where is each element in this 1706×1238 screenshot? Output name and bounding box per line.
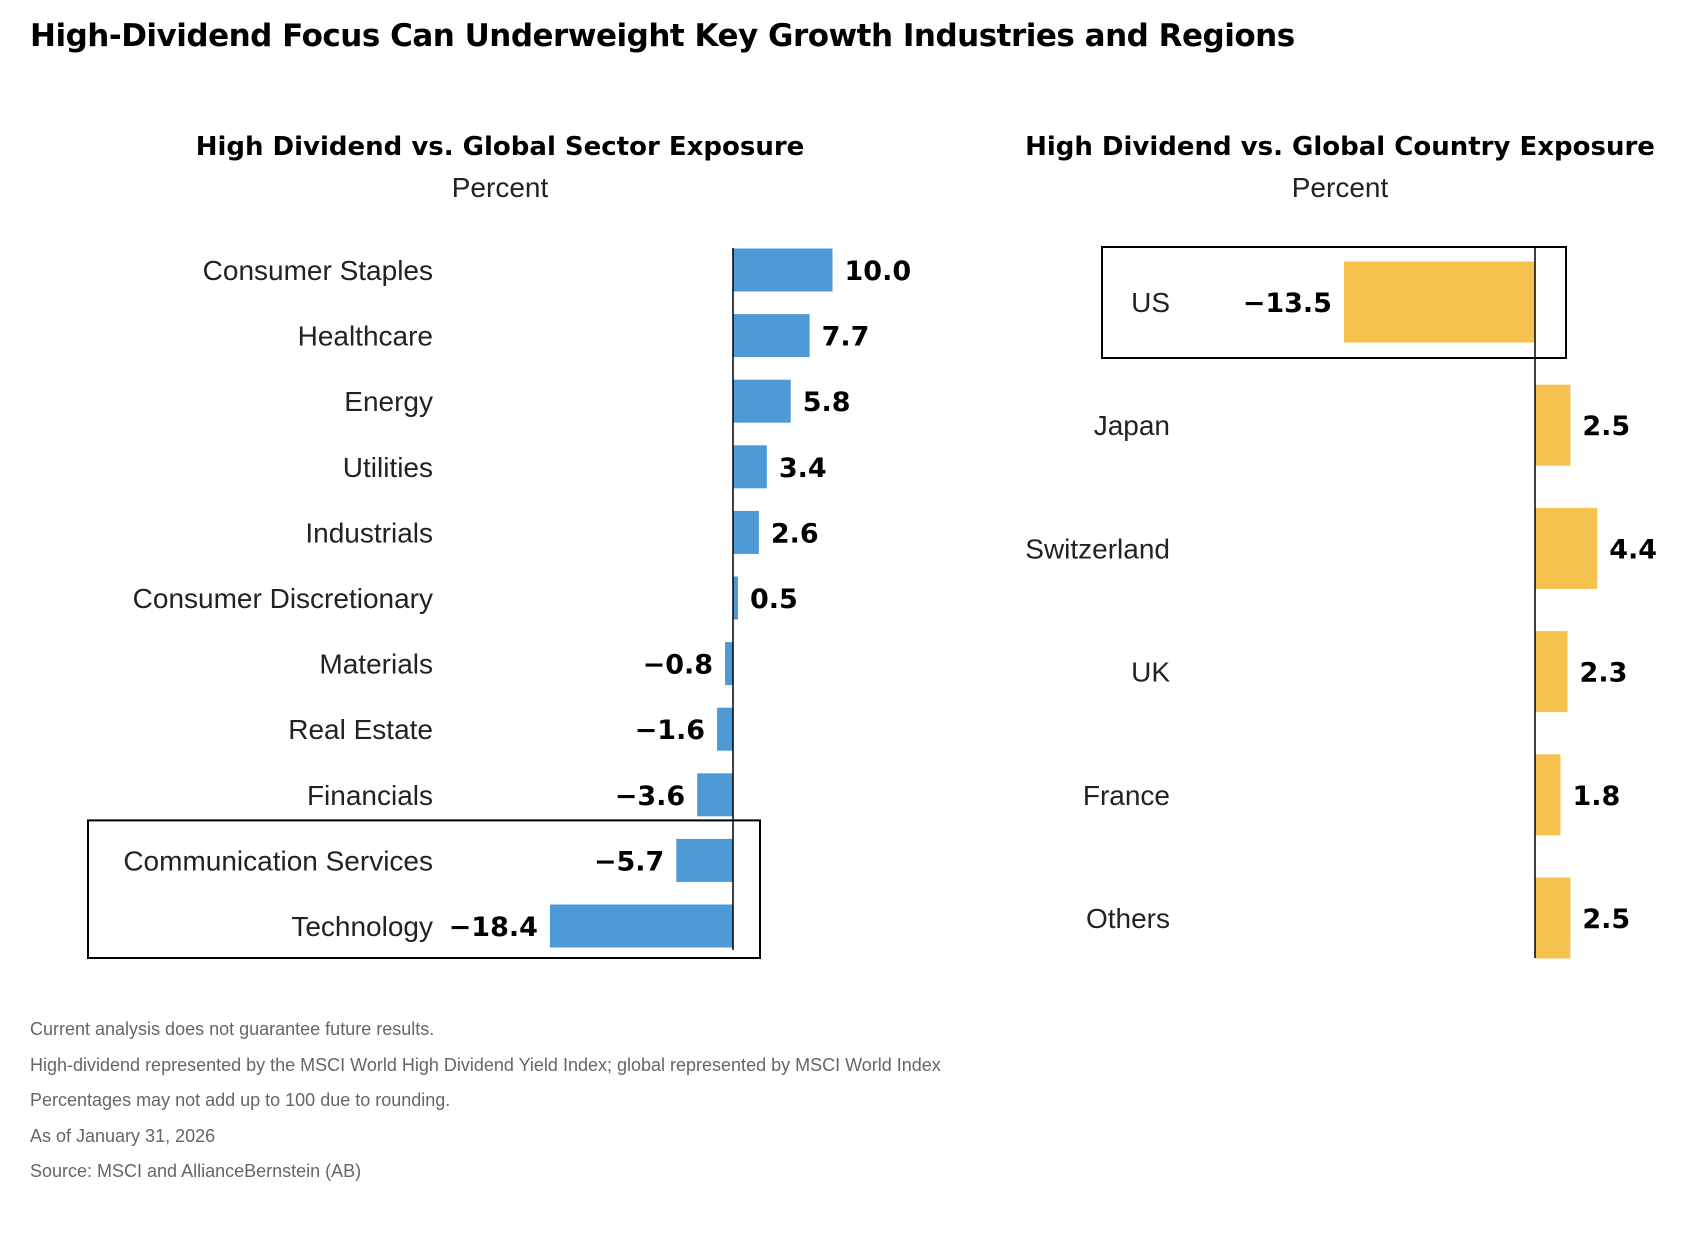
sector-category-label: Consumer Staples — [203, 255, 433, 286]
country-highlight-box — [1101, 246, 1567, 359]
sector-category-label: Communication Services — [123, 845, 433, 876]
footnote: High-dividend represented by the MSCI Wo… — [30, 1054, 941, 1075]
country-value-label: 1.8 — [1572, 781, 1620, 812]
footnote: Source: MSCI and AllianceBernstein (AB) — [30, 1161, 362, 1181]
sector-value-label: 0.5 — [750, 584, 798, 615]
sector-value-label: −3.6 — [615, 781, 685, 812]
country-chart: High Dividend vs. Global Country Exposur… — [1025, 132, 1657, 959]
country-bar-france — [1535, 754, 1561, 836]
footnote: Current analysis does not guarantee futu… — [30, 1019, 435, 1039]
sector-chart-title: High Dividend vs. Global Sector Exposure — [196, 132, 805, 162]
sector-value-label: −5.7 — [594, 846, 664, 877]
sector-bar-utilities — [733, 445, 767, 489]
charts-canvas: High Dividend vs. Global Sector Exposure… — [87, 132, 1657, 960]
page-title: High-Dividend Focus Can Underweight Key … — [30, 18, 1295, 54]
country-bar-japan — [1535, 384, 1571, 466]
sector-category-label: Utilities — [343, 452, 433, 483]
country-bar-others — [1535, 877, 1571, 959]
sector-highlight-box — [87, 819, 761, 960]
country-category-label: France — [1083, 780, 1170, 811]
sector-value-label: 10.0 — [845, 256, 912, 287]
sector-bar-materials — [725, 642, 733, 686]
sector-bar-industrials — [733, 510, 759, 554]
sector-value-label: 3.4 — [779, 453, 827, 484]
sector-chart: High Dividend vs. Global Sector Exposure… — [87, 132, 912, 960]
country-value-label: 2.5 — [1582, 904, 1630, 935]
sector-value-label: −0.8 — [643, 650, 713, 681]
country-value-label: 2.3 — [1580, 658, 1628, 689]
country-category-label: Japan — [1094, 410, 1170, 441]
footnotes: Current analysis does not guarantee futu… — [30, 1012, 941, 1190]
sector-bar-technology — [549, 904, 733, 948]
sector-value-label: 5.8 — [803, 387, 851, 418]
sector-category-label: Technology — [291, 911, 433, 942]
country-category-label: Switzerland — [1025, 533, 1170, 564]
sector-value-label: 2.6 — [771, 518, 819, 549]
sector-bar-healthcare — [733, 314, 810, 358]
sector-category-label: Materials — [319, 649, 433, 680]
country-bar-us — [1343, 261, 1535, 343]
footnote: As of January 31, 2026 — [30, 1125, 216, 1146]
sector-value-label: −1.6 — [635, 715, 705, 746]
sector-bar-communication-services — [676, 838, 733, 882]
country-bar-uk — [1535, 631, 1568, 713]
country-chart-subtitle: Percent — [1292, 172, 1389, 203]
country-category-label: US — [1131, 287, 1170, 318]
country-value-label: 2.5 — [1582, 411, 1630, 442]
sector-bar-financials — [697, 773, 733, 817]
sector-bar-energy — [733, 379, 791, 423]
sector-category-label: Industrials — [305, 517, 433, 548]
country-category-label: Others — [1086, 903, 1170, 934]
country-value-label: 4.4 — [1609, 534, 1657, 565]
sector-value-label: 7.7 — [822, 322, 870, 353]
sector-bar-consumer-discretionary — [733, 576, 738, 620]
sector-bar-consumer-staples — [733, 248, 833, 292]
country-category-label: UK — [1131, 657, 1170, 688]
sector-bars: Consumer Staples 10.0 Healthcare 7.7 Energy 5… — [87, 248, 912, 960]
country-value-label: −13.5 — [1243, 288, 1332, 319]
sector-category-label: Consumer Discretionary — [133, 583, 433, 614]
sector-category-label: Energy — [344, 386, 433, 417]
sector-bar-real-estate — [717, 707, 733, 751]
sector-category-label: Financials — [307, 780, 433, 811]
sector-category-label: Real Estate — [288, 714, 433, 745]
country-bars: US −13.5 Japan 2.5 Switzerland 4.4 UK 2.3 France… — [1025, 246, 1657, 959]
sector-chart-subtitle: Percent — [452, 172, 549, 203]
sector-category-label: Healthcare — [298, 321, 433, 352]
country-chart-title: High Dividend vs. Global Country Exposur… — [1025, 132, 1655, 162]
country-bar-switzerland — [1535, 507, 1598, 589]
sector-value-label: −18.4 — [449, 912, 538, 943]
footnote: Percentages may not add up to 100 due to… — [30, 1090, 451, 1110]
